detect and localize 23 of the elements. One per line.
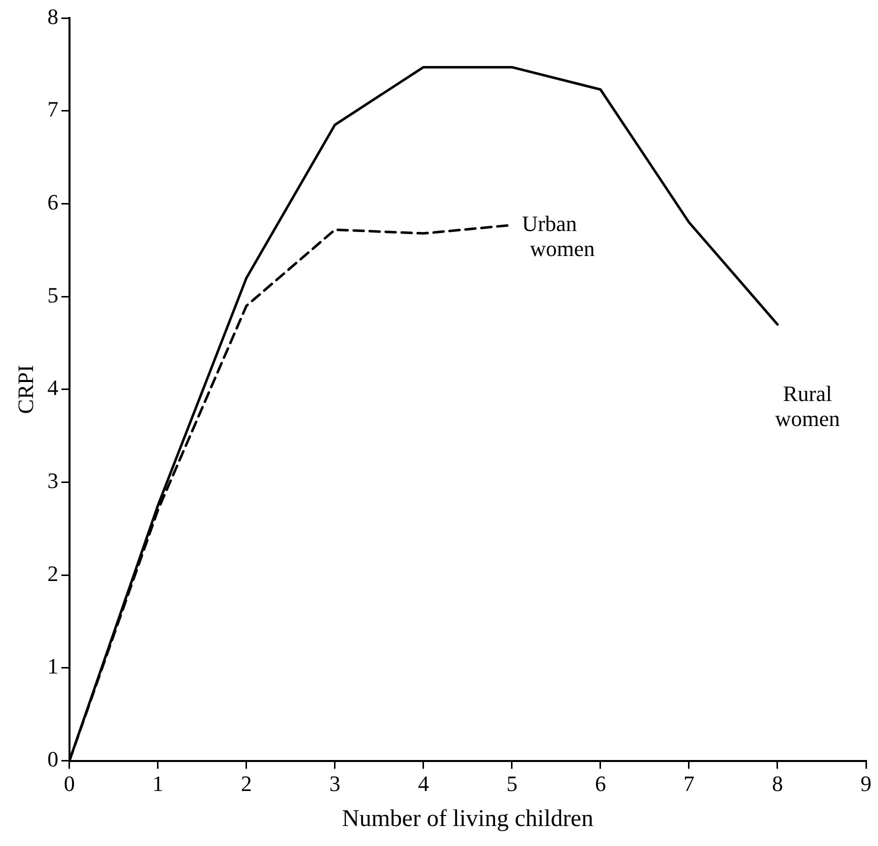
y-tick-label: 7 (47, 96, 58, 122)
y-tick-label: 8 (47, 4, 58, 29)
series-label: Urban women (522, 210, 595, 261)
x-tick-label: 2 (240, 770, 252, 796)
x-axis-title: Number of living children (342, 806, 594, 832)
x-tick-label: 0 (64, 770, 75, 796)
x-tick-label: 4 (418, 770, 429, 796)
text: Rural women (775, 381, 840, 432)
x-tick-label: 3 (329, 770, 340, 796)
x-tick-label: 6 (594, 770, 606, 796)
y-tick-label: 3 (47, 468, 58, 494)
x-tick-label: 8 (772, 770, 783, 796)
y-tick-label: 2 (47, 560, 58, 586)
x-tick-label: 9 (860, 770, 872, 796)
y-axis-title: CRPI (12, 364, 38, 414)
x-tick-label: 1 (152, 770, 164, 796)
y-tick-label: 5 (47, 282, 58, 308)
y-tick-label: 4 (47, 375, 58, 400)
y-tick-label: 0 (47, 746, 58, 772)
y-tick-label: 1 (47, 654, 58, 679)
y-tick-label: 6 (47, 189, 58, 214)
x-tick-label: 7 (683, 770, 694, 796)
x-tick-label: 5 (506, 770, 518, 796)
